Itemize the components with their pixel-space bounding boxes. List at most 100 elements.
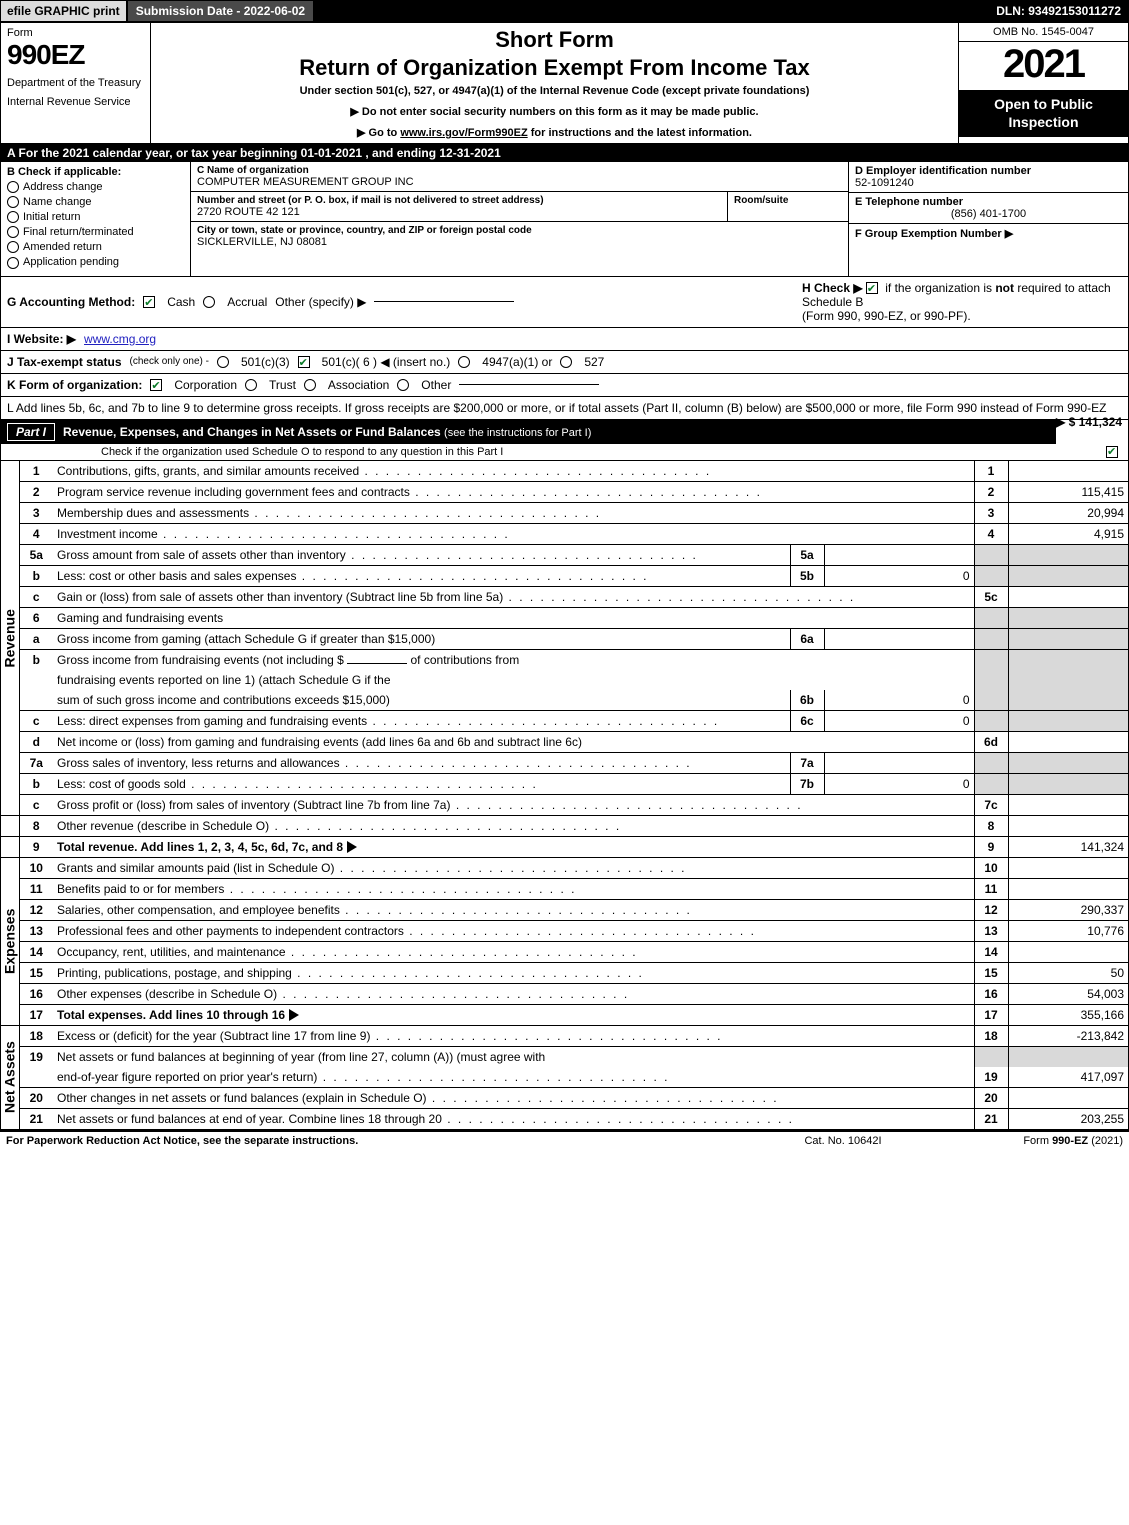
k-other-blank[interactable] xyxy=(459,384,599,385)
l2-n: 2 xyxy=(19,481,53,502)
line-7c: c Gross profit or (loss) from sales of i… xyxy=(1,794,1128,815)
g-other-blank[interactable] xyxy=(374,301,514,302)
check-amended-return[interactable]: Amended return xyxy=(7,241,184,253)
c-street-hdr: Number and street (or P. O. box, if mail… xyxy=(197,195,721,206)
l9-box: 9 xyxy=(974,836,1008,857)
radio-527[interactable] xyxy=(560,356,572,368)
check-schedule-o[interactable] xyxy=(1106,446,1118,458)
l7b-n: b xyxy=(19,773,53,794)
l7a-mini: 7a xyxy=(790,752,824,773)
radio-trust[interactable] xyxy=(245,379,257,391)
check-name-change[interactable]: Name change xyxy=(7,196,184,208)
radio-association[interactable] xyxy=(304,379,316,391)
radio-other-org[interactable] xyxy=(397,379,409,391)
f-hdr: F Group Exemption Number ▶ xyxy=(855,227,1122,240)
check-address-change[interactable]: Address change xyxy=(7,181,184,193)
side-revenue: Revenue xyxy=(1,461,19,816)
l19-val: 417,097 xyxy=(1008,1067,1128,1088)
l21-n: 21 xyxy=(19,1108,53,1129)
check-cash[interactable] xyxy=(143,296,155,308)
radio-accrual[interactable] xyxy=(203,296,215,308)
l15-d: Printing, publications, postage, and shi… xyxy=(57,966,644,980)
l15-val: 50 xyxy=(1008,962,1128,983)
line-8: 8 Other revenue (describe in Schedule O)… xyxy=(1,815,1128,836)
row-g-h: G Accounting Method: Cash Accrual Other … xyxy=(1,277,1128,328)
website-link[interactable]: www.cmg.org xyxy=(84,332,156,346)
line-11: 11 Benefits paid to or for members 11 xyxy=(1,878,1128,899)
j-label: J Tax-exempt status xyxy=(7,355,122,369)
l6d-d: Net income or (loss) from gaming and fun… xyxy=(57,735,582,749)
l18-val: -213,842 xyxy=(1008,1025,1128,1046)
l5b-val-shade xyxy=(1008,565,1128,586)
l11-n: 11 xyxy=(19,878,53,899)
l15-box: 15 xyxy=(974,962,1008,983)
check-application-pending[interactable]: Application pending xyxy=(7,256,184,268)
l14-box: 14 xyxy=(974,941,1008,962)
l6b-box-shade2 xyxy=(974,670,1008,690)
l18-n: 18 xyxy=(19,1025,53,1046)
l14-val xyxy=(1008,941,1128,962)
l5b-d: Less: cost or other basis and sales expe… xyxy=(57,569,649,583)
line-18: Net Assets 18 Excess or (deficit) for th… xyxy=(1,1025,1128,1046)
line-1: Revenue 1 Contributions, gifts, grants, … xyxy=(1,461,1128,482)
check-corporation[interactable] xyxy=(150,379,162,391)
line-9: 9 Total revenue. Add lines 1, 2, 3, 4, 5… xyxy=(1,836,1128,857)
l2-box: 2 xyxy=(974,481,1008,502)
l21-val: 203,255 xyxy=(1008,1108,1128,1129)
check-final-return[interactable]: Final return/terminated xyxy=(7,226,184,238)
l16-n: 16 xyxy=(19,983,53,1004)
radio-icon xyxy=(7,211,19,223)
part-i-note: (see the instructions for Part I) xyxy=(444,427,591,439)
subtitle-section: Under section 501(c), 527, or 4947(a)(1)… xyxy=(161,85,948,97)
l1-n: 1 xyxy=(19,461,53,482)
l7a-box-shade xyxy=(974,752,1008,773)
l6c-val-shade xyxy=(1008,710,1128,731)
submission-date-button[interactable]: Submission Date - 2022-06-02 xyxy=(127,0,314,22)
part-i-title-text: Revenue, Expenses, and Changes in Net As… xyxy=(63,425,441,439)
l6d-n: d xyxy=(19,731,53,752)
l6a-d: Gross income from gaming (attach Schedul… xyxy=(57,632,435,646)
radio-4947[interactable] xyxy=(458,356,470,368)
l14-n: 14 xyxy=(19,941,53,962)
opt-initial-return: Initial return xyxy=(23,211,80,223)
room-cell: Room/suite xyxy=(728,192,848,221)
l6b-box-shade3 xyxy=(974,690,1008,711)
check-h[interactable] xyxy=(866,282,878,294)
l1-box: 1 xyxy=(974,461,1008,482)
l5b-n: b xyxy=(19,565,53,586)
footer-f3c: (2021) xyxy=(1088,1135,1123,1147)
l12-n: 12 xyxy=(19,899,53,920)
h-block: H Check ▶ if the organization is not req… xyxy=(802,281,1122,323)
l4-d: Investment income xyxy=(57,527,510,541)
l6b-val-shade2 xyxy=(1008,670,1128,690)
e-phone-row: E Telephone number (856) 401-1700 xyxy=(849,193,1128,224)
l15-n: 15 xyxy=(19,962,53,983)
l17-n: 17 xyxy=(19,1004,53,1025)
footer-paperwork: For Paperwork Reduction Act Notice, see … xyxy=(6,1135,763,1147)
arrow-icon xyxy=(289,1009,299,1021)
row-k-form-org: K Form of organization: Corporation Trus… xyxy=(1,374,1128,397)
topbar-spacer xyxy=(314,0,988,22)
d-ein-row: D Employer identification number 52-1091… xyxy=(849,162,1128,193)
l19-box-shade xyxy=(974,1046,1008,1067)
l16-val: 54,003 xyxy=(1008,983,1128,1004)
h-not: not xyxy=(995,281,1014,295)
c-street-row: Number and street (or P. O. box, if mail… xyxy=(191,192,848,222)
l6a-val-shade xyxy=(1008,628,1128,649)
check-initial-return[interactable]: Initial return xyxy=(7,211,184,223)
l6b-val-shade3 xyxy=(1008,690,1128,711)
efile-print-button[interactable]: efile GRAPHIC print xyxy=(0,0,127,22)
l7a-d: Gross sales of inventory, less returns a… xyxy=(57,756,692,770)
header-right: OMB No. 1545-0047 2021 Open to Public In… xyxy=(958,23,1128,143)
header-left: Form 990EZ Department of the Treasury In… xyxy=(1,23,151,143)
l6c-d: Less: direct expenses from gaming and fu… xyxy=(57,714,719,728)
irs-link[interactable]: www.irs.gov/Form990EZ xyxy=(400,127,527,139)
l10-d: Grants and similar amounts paid (list in… xyxy=(57,861,687,875)
check-501c[interactable] xyxy=(298,356,310,368)
title-short-form: Short Form xyxy=(161,27,948,53)
l5b-mval: 0 xyxy=(824,565,974,586)
radio-501c3[interactable] xyxy=(217,356,229,368)
radio-icon xyxy=(7,241,19,253)
l6c-mini: 6c xyxy=(790,710,824,731)
row-a-tax-year: A For the 2021 calendar year, or tax yea… xyxy=(1,144,1128,162)
